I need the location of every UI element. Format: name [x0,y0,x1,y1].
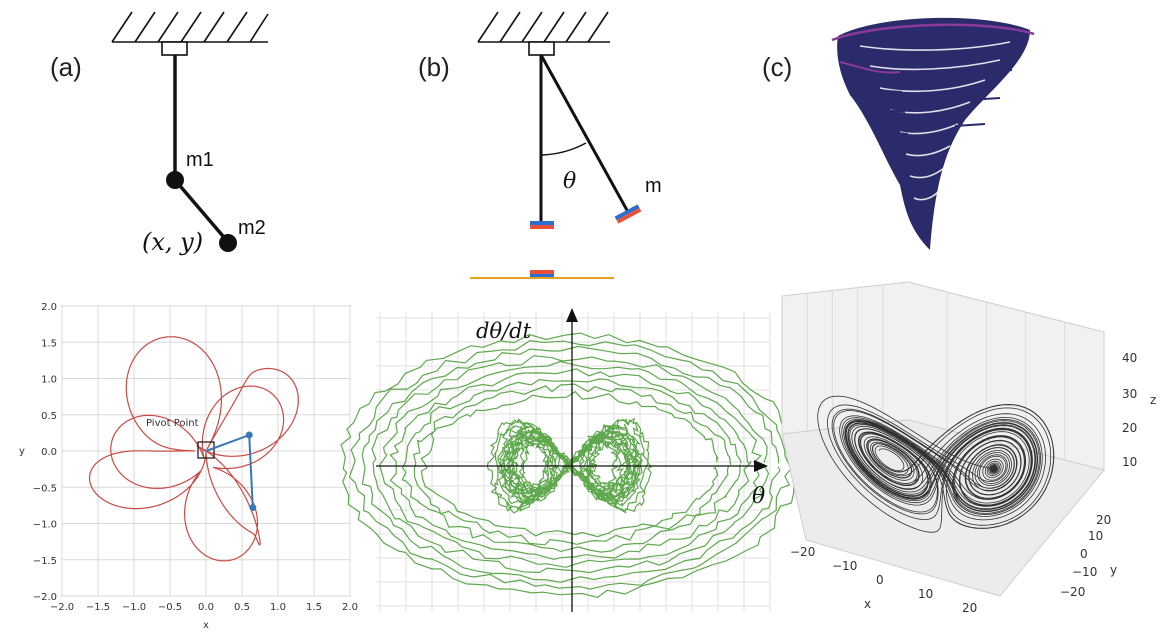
pendulum-joint [249,504,257,512]
theta-axis-arrow [754,460,768,472]
panel-b-label: (b) [418,52,450,82]
angle-label: θ [563,169,576,194]
y-tick-label: 0 [1080,547,1088,561]
ground-bob [530,270,554,277]
panel-c-label: (c) [762,52,792,82]
x-tick-label: 10 [918,587,933,601]
mass-label: m [645,175,662,197]
angle-arc [540,142,587,156]
y-tick-label: 1.0 [41,375,57,386]
y-tick-label: 0.0 [41,447,57,458]
lorenz-trajectory [817,395,1055,533]
phase-y-label: dθ/dt [476,319,532,343]
y-tick-label: −2.0 [33,592,57,603]
pendulum-joint [245,431,253,439]
phase-x-label: θ [752,484,765,509]
trajectory-x-ticks: −2.0 −1.5 −1.0 −0.5 0.0 0.5 1.0 1.5 2.0 [50,602,358,613]
ceiling-hatch-b [477,11,610,43]
rest-bob [530,221,554,229]
dtheta-axis-arrow [566,308,578,322]
panel-c-schematic: (c) [762,17,1035,250]
x-tick-label: −1.0 [122,602,146,613]
swing-bob [614,204,642,224]
x-tick-label: −10 [832,559,857,573]
mass-1 [166,171,184,189]
x-tick-label: 0 [876,573,884,587]
y-tick-label: −0.5 [33,483,57,494]
panel-b-schematic: (b) θ m [418,11,662,279]
lorenz-x-label: x [864,597,871,611]
y-tick-label: 20 [1096,513,1111,527]
pendulum-joints [245,431,257,512]
panel-a-label: (a) [50,52,82,82]
x-tick-label: −20 [790,545,815,559]
coordinate-label: (x, y) [142,228,203,256]
phase-portrait-chart: θ dθ/dt [340,308,801,612]
z-tick-label: 30 [1122,387,1137,401]
pivot-mount-b [528,41,555,56]
ceiling-hatch-a [111,11,269,43]
tornado-icon [831,17,1035,250]
x-tick-label: 0.0 [198,602,214,613]
trajectory-chart: −2.0 −1.5 −1.0 −0.5 0.0 0.5 1.0 1.5 2.0 2.0 1.5 1.… [19,302,358,631]
mass-2 [219,234,237,252]
x-tick-label: 20 [962,601,977,615]
y-tick-label: 10 [1088,529,1103,543]
x-tick-label: −1.5 [86,602,110,613]
lorenz-y-label: y [1110,563,1117,577]
pivot-annotation: Pivot Point [146,418,199,429]
pivot-marker [197,441,215,459]
swing-rod [539,54,630,213]
y-tick-label: −20 [1060,585,1085,599]
x-tick-label: 2.0 [342,602,358,613]
x-tick-label: −2.0 [50,602,74,613]
z-tick-label: 40 [1122,351,1137,365]
rod-2 [173,178,230,244]
trajectory-x-label: x [203,620,209,631]
z-tick-label: 10 [1122,455,1137,469]
y-tick-label: 0.5 [41,411,57,422]
y-tick-label: −1.0 [33,520,57,531]
y-tick-label: −10 [1072,565,1097,579]
y-tick-label: 1.5 [41,338,57,349]
trajectory-y-ticks: 2.0 1.5 1.0 0.5 0.0 −0.5 −1.0 −1.5 −2.0 [33,302,57,603]
y-tick-label: 2.0 [41,302,57,313]
mass-1-label: m1 [186,149,214,171]
x-tick-label: −0.5 [158,602,182,613]
x-tick-label: 1.0 [270,602,286,613]
z-tick-label: 20 [1122,421,1137,435]
mass-2-label: m2 [238,217,266,239]
y-tick-label: −1.5 [33,556,57,567]
lorenz-z-label: z [1150,393,1156,407]
x-tick-label: 0.5 [234,602,250,613]
trajectory-grid [61,305,351,597]
pivot-mount-a [161,41,188,56]
panel-a-schematic: (a) m1 m2 (x, y) [50,11,269,256]
trajectory-y-label: y [19,446,25,457]
x-tick-label: 1.5 [306,602,322,613]
